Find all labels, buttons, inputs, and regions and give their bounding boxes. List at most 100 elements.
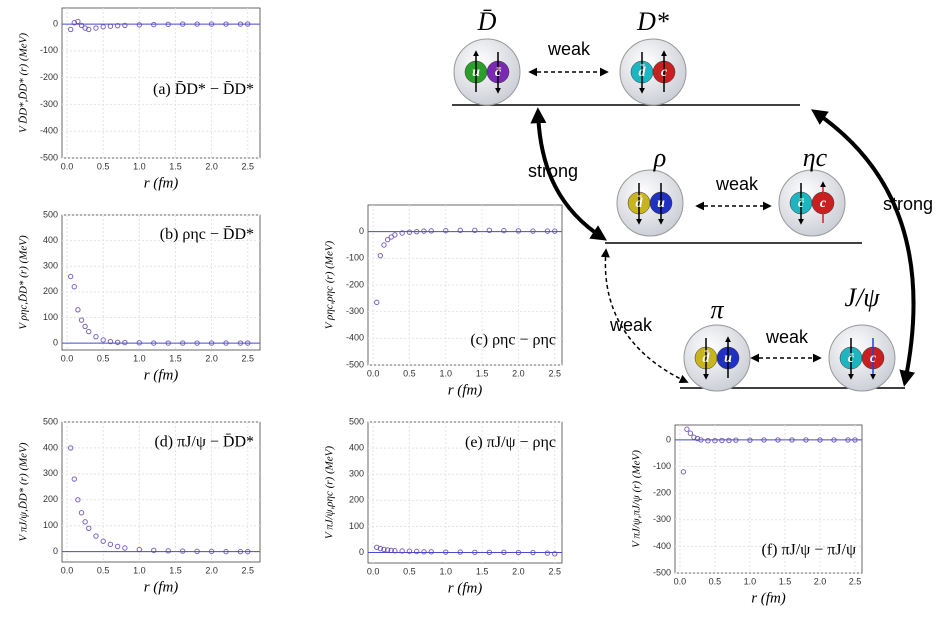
data-point (151, 547, 157, 554)
x-tick-label: 0.5 (97, 161, 110, 171)
coupling-label: weak (609, 315, 653, 335)
y-tick-label: 300 (349, 469, 364, 479)
y-tick-label: -200 (40, 72, 58, 82)
y-axis-label: V D̄D*,D̄D* (r) (MeV) (18, 33, 30, 133)
data-point (245, 548, 251, 555)
x-tick-label: 1.5 (169, 353, 182, 363)
data-point (515, 549, 522, 556)
data-point (457, 227, 463, 234)
data-point (817, 437, 823, 443)
x-tick-label: 1.5 (476, 368, 489, 378)
data-point (831, 437, 837, 443)
y-tick-label: -100 (40, 45, 58, 55)
data-point (384, 236, 391, 243)
data-point (680, 469, 687, 475)
quark-label: c̄ (495, 65, 502, 80)
x-axis-label: r (fm) (144, 579, 179, 595)
y-tick-label: -500 (653, 567, 671, 577)
y-tick-label: -200 (346, 279, 364, 289)
data-point (237, 548, 244, 555)
data-point (67, 26, 74, 33)
coupling-label: weak (547, 39, 591, 59)
data-point (114, 543, 121, 550)
hadron-name: D̄ (477, 7, 497, 36)
data-point (486, 549, 493, 555)
data-point (845, 437, 851, 443)
data-point (803, 437, 809, 443)
data-point (530, 549, 536, 556)
y-tick-label: 100 (43, 312, 58, 322)
data-point (86, 525, 92, 531)
data-point (100, 24, 106, 30)
quark-label: d̄ (703, 351, 711, 367)
x-tick-label: 1.5 (476, 566, 489, 576)
data-point (107, 338, 114, 345)
data-point (93, 533, 99, 539)
x-tick-label: 0.5 (97, 353, 110, 363)
data-point (75, 307, 81, 313)
data-point (421, 549, 427, 555)
data-point (381, 546, 387, 553)
x-tick-label: 2.0 (205, 161, 218, 171)
data-point (443, 549, 449, 555)
data-point (501, 227, 507, 234)
data-point (698, 437, 704, 443)
data-point (223, 21, 229, 27)
data-point (501, 549, 507, 555)
data-point (194, 548, 200, 555)
data-point (208, 21, 215, 27)
data-point (399, 230, 405, 236)
data-point (789, 437, 795, 443)
y-tick-label: 400 (43, 235, 58, 245)
data-point (165, 340, 171, 346)
x-tick-label: 2.0 (512, 566, 525, 576)
x-tick-label: 2.0 (205, 353, 218, 363)
data-point (136, 22, 143, 28)
data-point (413, 228, 420, 235)
quark-label: u (657, 196, 665, 211)
data-point (82, 519, 88, 525)
y-tick-label: 500 (349, 416, 364, 426)
data-point (377, 252, 384, 259)
data-point (726, 437, 732, 444)
x-axis-label: r (fm) (144, 367, 179, 383)
data-point (151, 21, 157, 28)
y-axis-label: V πJ/ψ,ρηc (r) (MeV) (324, 446, 336, 539)
data-point (684, 426, 690, 432)
y-tick-label: 500 (43, 416, 58, 426)
y-tick-label: 300 (43, 261, 58, 271)
y-tick-label: 0 (53, 337, 58, 347)
data-point (78, 317, 85, 323)
panel-title: (f) πJ/ψ − πJ/ψ (761, 541, 856, 558)
data-point (392, 548, 398, 554)
data-point (107, 23, 114, 29)
data-point (208, 548, 215, 555)
data-point (852, 437, 858, 443)
data-point (122, 339, 128, 346)
y-tick-label: -300 (653, 514, 671, 524)
data-point (472, 549, 478, 555)
data-point (122, 545, 128, 551)
y-tick-label: -300 (346, 306, 364, 316)
data-point (100, 538, 106, 544)
data-point (552, 228, 558, 234)
data-point (136, 546, 143, 553)
quark-label: c (820, 196, 827, 211)
data-point (544, 550, 551, 556)
x-axis-label: r (fm) (751, 590, 786, 606)
data-point (392, 232, 398, 238)
data-point (136, 340, 143, 346)
data-point (122, 22, 128, 29)
x-axis-label: r (fm) (144, 175, 179, 191)
x-tick-label: 1.0 (133, 353, 146, 363)
data-point (421, 228, 427, 234)
data-point (179, 548, 186, 554)
data-point (100, 337, 106, 343)
data-point (377, 545, 384, 552)
x-tick-label: 2.5 (548, 368, 561, 378)
x-tick-label: 2.0 (814, 576, 827, 586)
data-point (399, 548, 405, 554)
coupling-label: strong (528, 161, 578, 181)
data-point (165, 548, 171, 554)
data-point (761, 437, 767, 443)
